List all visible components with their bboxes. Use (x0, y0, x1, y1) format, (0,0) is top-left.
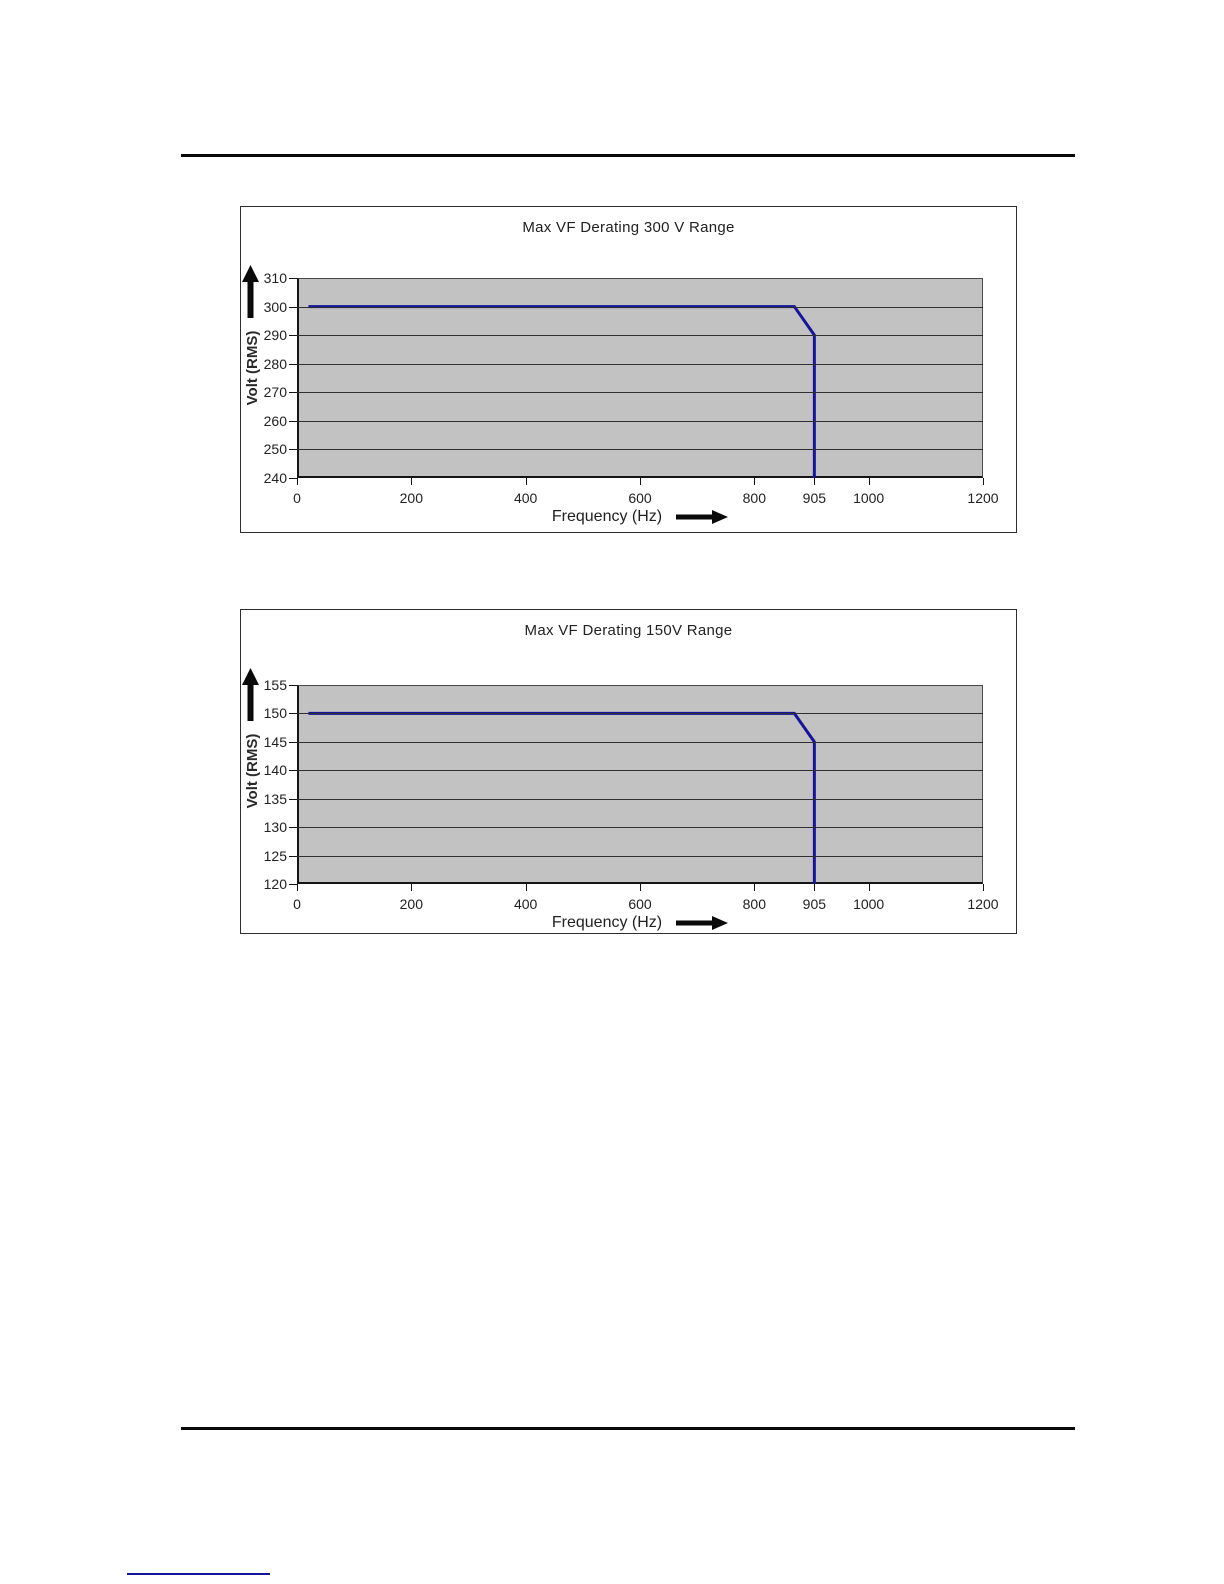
gridline (297, 855, 983, 857)
y-tick-label: 155 (263, 677, 287, 693)
y-tick-label: 270 (263, 384, 287, 401)
gridline (297, 798, 983, 800)
y-tick-mark (289, 449, 297, 451)
x-tick-label: 200 (399, 896, 423, 912)
gridline (297, 770, 983, 772)
up-arrow-icon (242, 265, 259, 318)
y-tick-label: 310 (263, 270, 287, 286)
gridline (297, 827, 983, 829)
x-tick-mark (640, 478, 641, 485)
up-arrow-icon (242, 668, 259, 721)
x-tick-label: 400 (513, 896, 538, 912)
x-tick-label: 600 (628, 896, 652, 912)
x-tick-mark (754, 478, 756, 485)
plot-area (297, 685, 983, 884)
x-axis-label-row: Frequency (Hz) (297, 508, 983, 526)
x-tick-label: 800 (742, 490, 766, 506)
y-tick-mark (289, 855, 297, 857)
y-tick-mark (289, 685, 297, 686)
gridline (297, 741, 983, 743)
x-tick-mark (297, 478, 298, 485)
chart-max-vf-derating-300v: Max VF Derating 300 V Range Volt (RMS) F… (240, 206, 1017, 533)
gridline (297, 392, 983, 394)
y-tick-mark (289, 363, 297, 365)
y-tick-label: 290 (263, 327, 287, 344)
y-tick-label: 145 (263, 733, 287, 750)
y-tick-mark (289, 741, 297, 743)
x-tick-mark (297, 884, 298, 891)
y-tick-label: 125 (263, 847, 287, 864)
y-tick-mark (289, 713, 297, 715)
x-tick-label: 800 (742, 896, 766, 912)
gridline (297, 420, 983, 422)
x-tick-mark (525, 478, 527, 485)
gridline (297, 713, 983, 715)
plot-area (297, 278, 983, 478)
y-tick-mark (289, 420, 297, 422)
x-tick-mark (814, 884, 816, 891)
gridline (297, 306, 983, 308)
y-tick-mark (289, 827, 297, 829)
x-tick-label: 0 (293, 490, 301, 506)
x-tick-label: 200 (399, 490, 423, 506)
footer-rule (181, 1427, 1075, 1430)
x-tick-label: 1200 (967, 896, 999, 912)
y-tick-label: 260 (263, 412, 287, 429)
y-tick-mark (289, 478, 297, 479)
x-tick-mark (868, 478, 870, 485)
chart-title: Max VF Derating 150V Range (524, 622, 733, 639)
derating-line (308, 711, 816, 884)
y-tick-mark (289, 278, 297, 279)
y-tick-mark (289, 770, 297, 772)
x-tick-mark (640, 884, 641, 891)
y-tick-mark (289, 884, 297, 885)
x-tick-mark (411, 478, 413, 485)
y-tick-label: 240 (263, 470, 287, 486)
x-tick-label: 400 (513, 490, 538, 506)
y-tick-mark (289, 392, 297, 394)
x-axis-label-row: Frequency (Hz) (297, 914, 983, 932)
y-tick-mark (289, 335, 297, 337)
x-axis-label: Frequency (Hz) (551, 508, 663, 525)
right-arrow-icon (676, 916, 729, 930)
x-tick-label: 0 (293, 896, 301, 912)
x-tick-label: 1000 (853, 896, 885, 912)
y-tick-label: 120 (263, 876, 287, 892)
y-tick-label: 140 (263, 762, 287, 779)
y-tick-mark (289, 798, 297, 800)
gridline (297, 363, 983, 365)
x-tick-mark (525, 884, 527, 891)
x-tick-mark (983, 478, 984, 485)
y-tick-label: 300 (263, 298, 287, 315)
chart-title: Max VF Derating 300 V Range (522, 219, 735, 236)
x-tick-mark (814, 478, 816, 485)
y-tick-label: 280 (263, 355, 287, 372)
x-tick-mark (754, 884, 756, 891)
gridline (297, 335, 983, 337)
footer-link-underline (127, 1573, 270, 1575)
y-tick-label: 130 (263, 819, 287, 836)
y-tick-label: 250 (263, 441, 287, 458)
x-tick-label: 1000 (853, 490, 885, 506)
x-tick-label: 905 (802, 490, 827, 506)
x-tick-mark (983, 884, 984, 891)
y-tick-mark (289, 306, 297, 308)
y-tick-label: 135 (263, 790, 287, 807)
derating-line (308, 305, 816, 478)
x-axis-label: Frequency (Hz) (551, 914, 663, 931)
x-tick-label: 905 (802, 896, 827, 912)
y-tick-label: 150 (263, 705, 287, 722)
chart-max-vf-derating-150v: Max VF Derating 150V Range Volt (RMS) Fr… (240, 609, 1017, 934)
x-tick-mark (411, 884, 413, 891)
x-tick-label: 600 (628, 490, 652, 506)
header-rule (181, 154, 1075, 157)
x-tick-label: 1200 (967, 490, 999, 506)
x-tick-mark (868, 884, 870, 891)
gridline (297, 449, 983, 451)
right-arrow-icon (676, 510, 729, 524)
